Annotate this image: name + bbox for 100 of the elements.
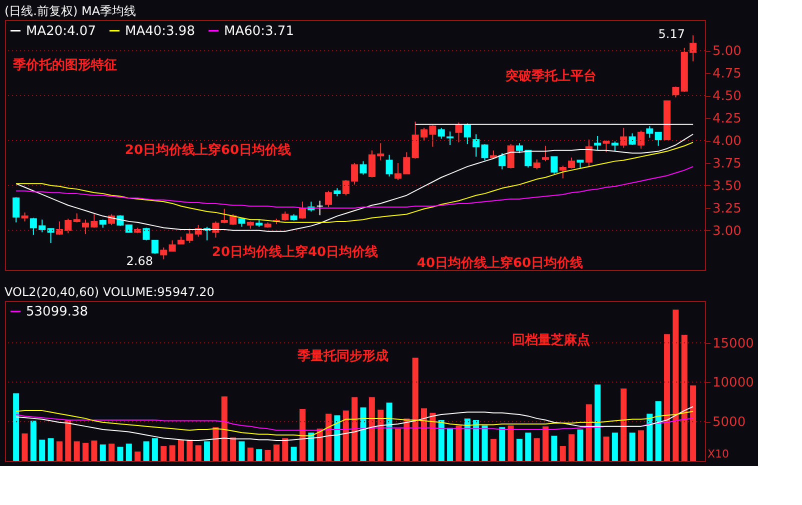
bar xyxy=(273,444,280,461)
annotation: 季量托同步形成 xyxy=(296,348,388,364)
y-axis-title: X10 xyxy=(708,448,730,460)
candlestick xyxy=(325,190,332,208)
y-tick-label: 4.00 xyxy=(712,134,742,150)
candlestick xyxy=(151,240,158,254)
bar xyxy=(525,432,532,461)
y-tick-label: 4.50 xyxy=(712,89,742,104)
bar xyxy=(542,426,549,461)
bar xyxy=(212,427,219,461)
candlestick xyxy=(602,140,610,153)
candlestick xyxy=(464,122,471,145)
y-tick-label: 5.00 xyxy=(712,44,742,60)
candlestick xyxy=(142,227,150,241)
bar xyxy=(204,441,210,461)
line-series xyxy=(16,410,694,436)
candlestick xyxy=(498,152,506,170)
bar xyxy=(646,414,653,461)
candlestick xyxy=(646,126,654,138)
bar xyxy=(473,420,480,461)
annotation: 回档量芝麻点 xyxy=(512,332,590,348)
candlestick xyxy=(386,154,393,177)
bar xyxy=(464,418,470,461)
candlestick xyxy=(585,139,592,168)
bar xyxy=(178,440,184,461)
bar xyxy=(560,446,566,461)
line-series xyxy=(16,142,694,223)
bar xyxy=(568,434,575,461)
candlestick xyxy=(550,156,558,174)
y-tick-label: 10000 xyxy=(712,376,754,391)
bar xyxy=(256,449,262,461)
bar xyxy=(612,432,618,461)
bar xyxy=(386,402,392,461)
bar xyxy=(143,441,150,461)
bar xyxy=(421,408,427,461)
bar xyxy=(534,438,540,461)
bar xyxy=(482,426,488,461)
bar xyxy=(326,414,332,461)
candlestick xyxy=(472,134,480,158)
bar xyxy=(499,427,506,461)
candlestick xyxy=(438,127,445,140)
bar xyxy=(334,415,340,461)
bar xyxy=(290,446,297,461)
candlestick xyxy=(542,145,550,162)
bar xyxy=(586,404,592,461)
bar xyxy=(299,408,306,461)
bar xyxy=(30,420,36,461)
bar xyxy=(160,446,167,461)
bar xyxy=(308,432,314,461)
bar xyxy=(690,385,696,461)
chart-title: (日线.前复权) MA季均线 xyxy=(4,4,136,18)
bar xyxy=(490,438,496,461)
bar xyxy=(438,420,444,461)
bar xyxy=(456,426,462,461)
bar xyxy=(394,428,401,461)
candlestick xyxy=(47,228,54,244)
bar xyxy=(108,444,115,461)
bar xyxy=(230,437,236,461)
bar xyxy=(152,438,158,461)
y-tick-label: 3.75 xyxy=(712,156,742,172)
candlestick xyxy=(507,144,514,169)
candlestick xyxy=(672,86,680,98)
bar xyxy=(368,397,375,461)
y-tick-label: 15000 xyxy=(712,336,754,352)
candlestick xyxy=(611,140,618,152)
bar xyxy=(681,334,688,461)
candlestick xyxy=(620,127,628,148)
bar xyxy=(221,396,228,461)
bar xyxy=(629,432,636,461)
bar xyxy=(126,444,132,461)
bar xyxy=(404,418,410,461)
bar xyxy=(48,438,54,461)
bar xyxy=(65,420,72,461)
candlestick xyxy=(654,132,662,146)
y-tick-label: 4.25 xyxy=(712,112,742,127)
legend-label: MA20:4.07 xyxy=(26,24,96,39)
bar xyxy=(247,448,254,461)
candlestick xyxy=(12,196,20,223)
candlestick xyxy=(168,240,176,252)
candlestick xyxy=(360,160,367,176)
bar xyxy=(282,438,288,461)
candlestick xyxy=(637,130,644,150)
annotation: 季价托的图形特征 xyxy=(12,57,117,73)
bar xyxy=(378,410,384,461)
bar xyxy=(169,445,176,461)
y-tick-label: 3.25 xyxy=(712,201,742,216)
bar xyxy=(664,334,670,461)
bar xyxy=(316,428,323,461)
bar xyxy=(551,436,558,461)
bar xyxy=(117,446,124,461)
bar xyxy=(100,444,106,461)
bar xyxy=(39,440,46,461)
legend-label: MA40:3.98 xyxy=(125,24,195,39)
bar xyxy=(134,452,141,461)
legend-label: 53099.38 xyxy=(26,304,88,320)
annotation: 突破季托上平台 xyxy=(504,68,596,84)
bar xyxy=(186,440,193,461)
bar xyxy=(82,442,89,461)
annotation: 5.17 xyxy=(658,27,685,41)
bar xyxy=(352,397,358,461)
